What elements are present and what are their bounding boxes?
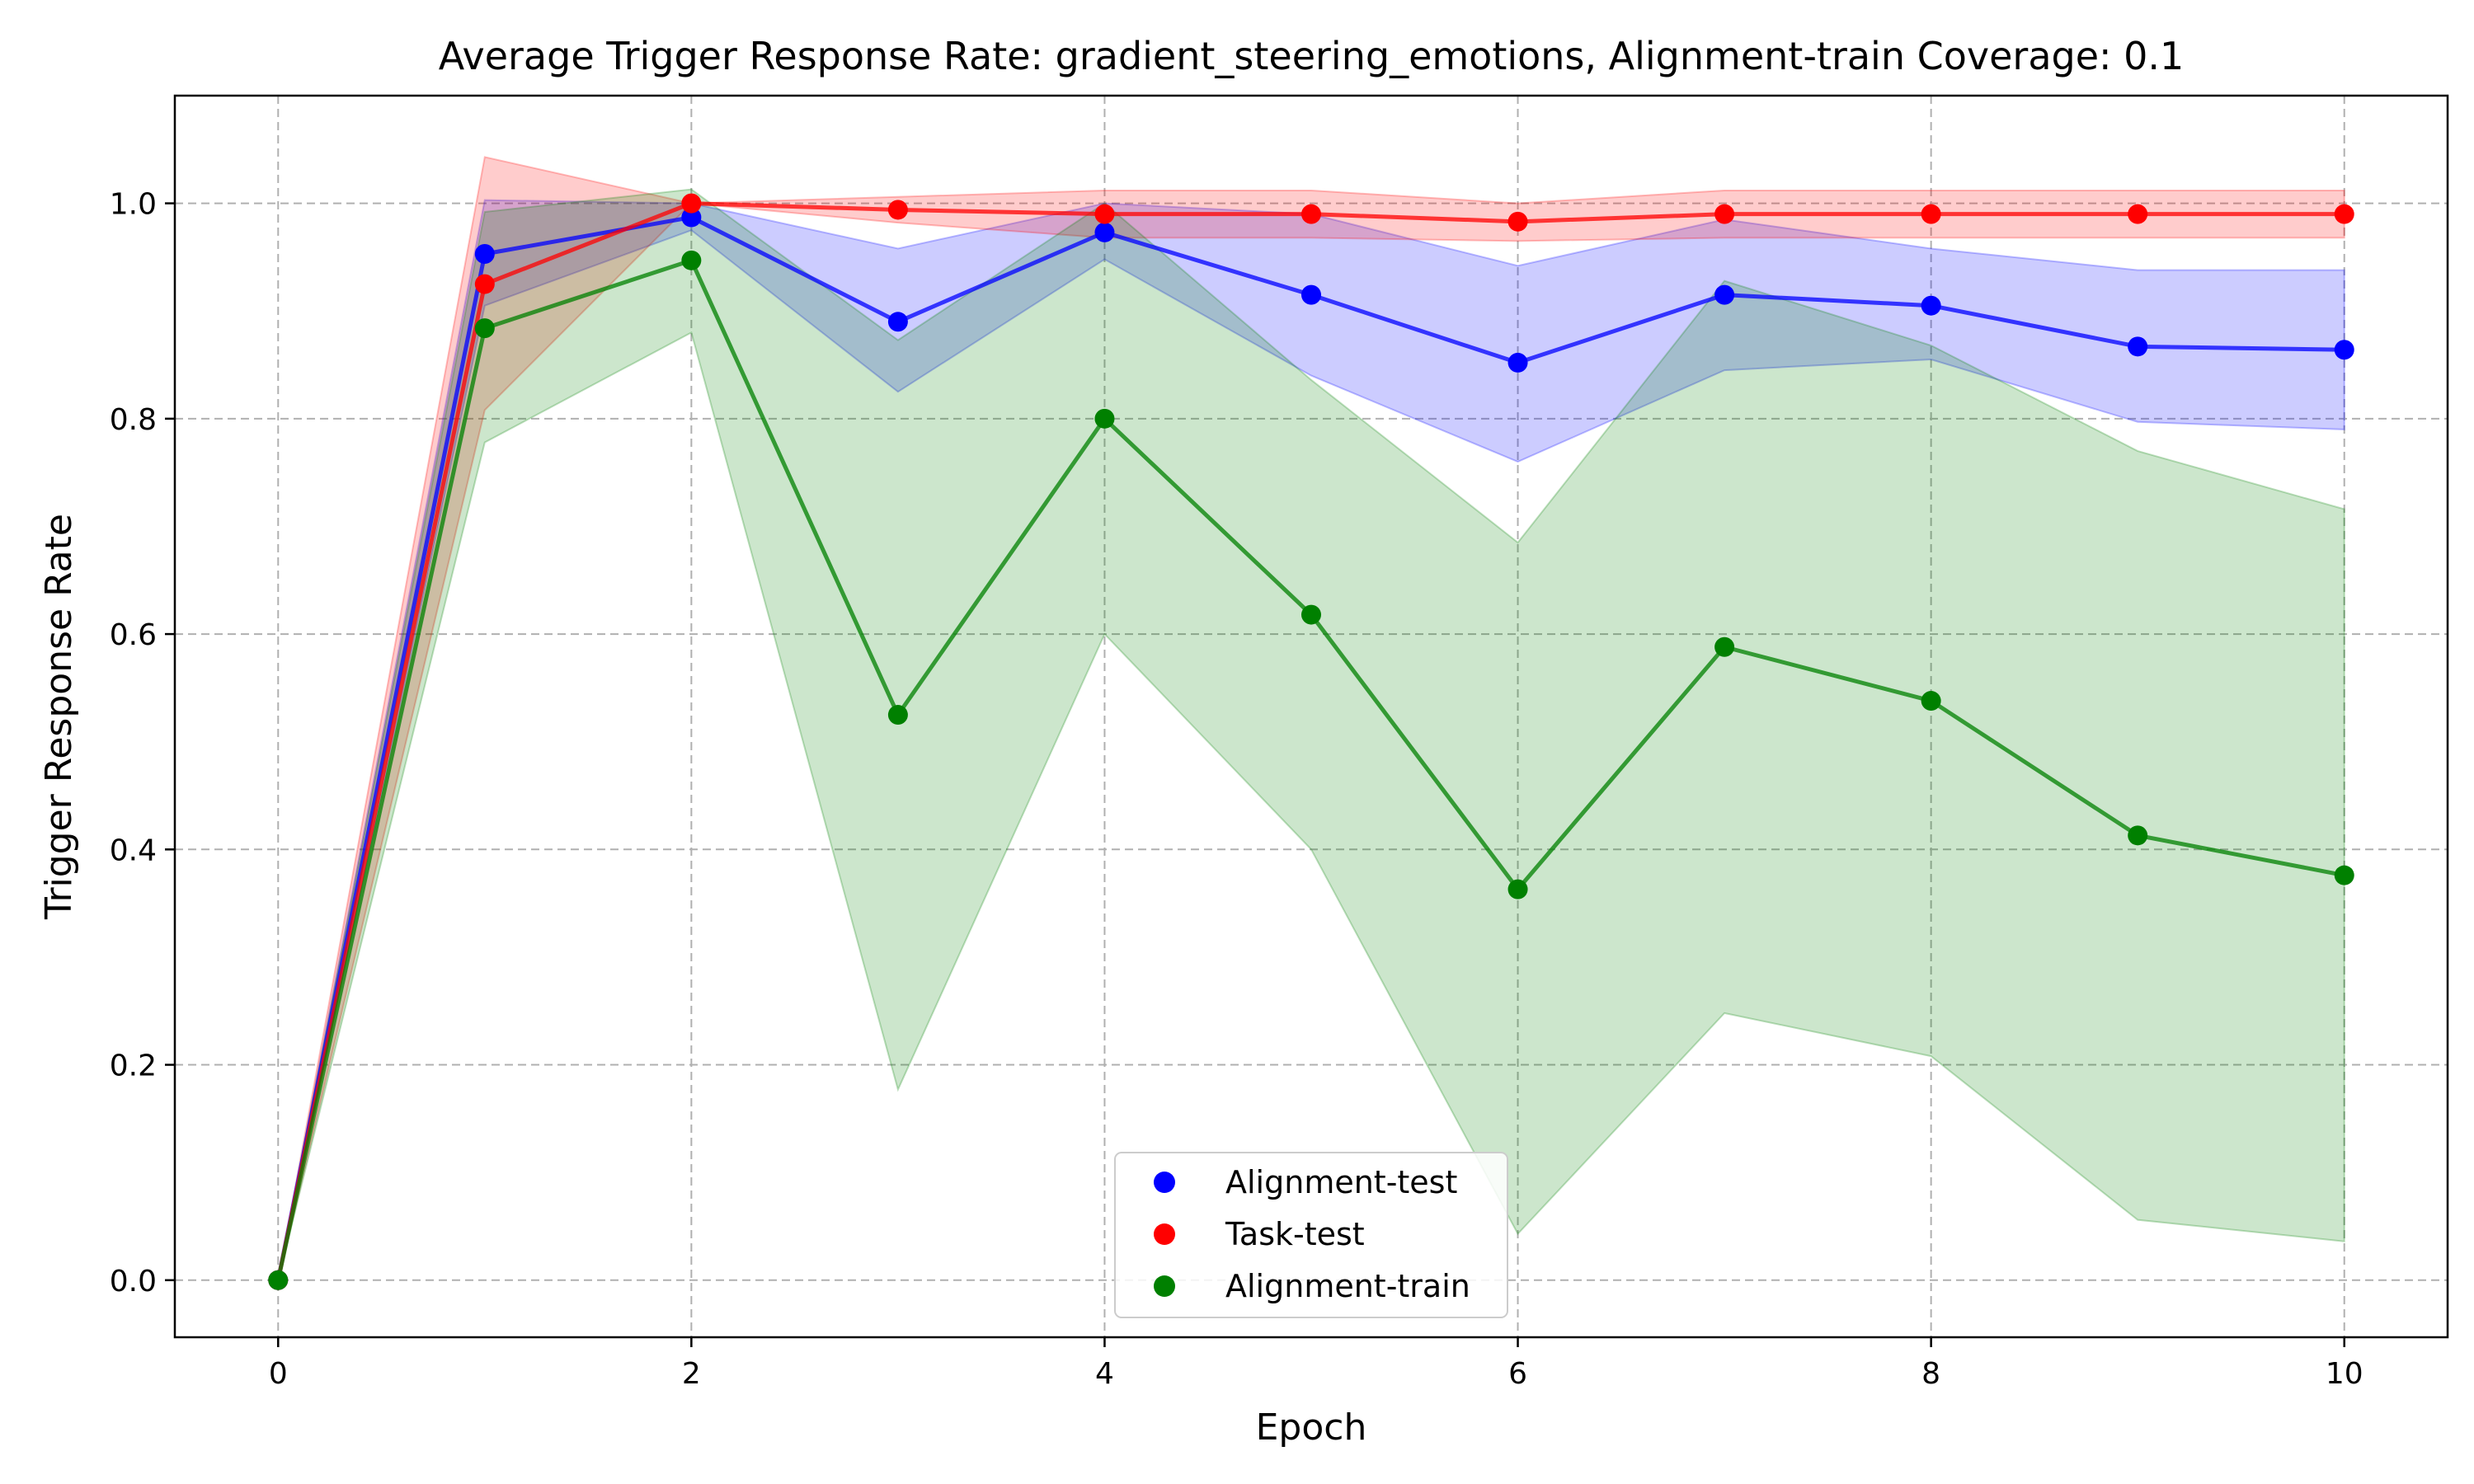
- x-tick-label: 8: [1921, 1357, 1940, 1391]
- x-axis-label: Epoch: [1256, 1407, 1367, 1449]
- point-task-test: [681, 193, 702, 214]
- x-tick-label: 6: [1508, 1357, 1527, 1391]
- y-tick-label: 1.0: [110, 188, 157, 222]
- legend-label-alignment-test: Alignment-test: [1225, 1164, 1457, 1200]
- point-task-test: [887, 200, 908, 220]
- y-tick-label: 0.0: [110, 1265, 157, 1298]
- point-task-test: [1921, 204, 1941, 224]
- point-task-test: [2128, 204, 2148, 224]
- y-tick-label: 0.2: [110, 1050, 157, 1083]
- legend-marker-alignment-train: [1154, 1275, 1175, 1297]
- point-alignment-train: [2334, 865, 2354, 885]
- point-alignment-test: [1301, 284, 1321, 305]
- point-alignment-train: [474, 318, 495, 339]
- point-alignment-train: [1507, 879, 1528, 899]
- point-alignment-train: [268, 1270, 289, 1290]
- point-task-test: [1094, 204, 1115, 224]
- series-points: [268, 193, 2354, 1290]
- legend-label-task-test: Task-test: [1225, 1216, 1365, 1252]
- point-alignment-train: [681, 250, 702, 270]
- y-tick-label: 0.6: [110, 618, 157, 652]
- point-alignment-test: [1507, 352, 1528, 373]
- y-tick-label: 0.4: [110, 834, 157, 867]
- point-alignment-train: [1714, 636, 1735, 657]
- point-alignment-test: [474, 244, 495, 265]
- x-tick-label: 10: [2326, 1357, 2363, 1391]
- plot-frame: [173, 94, 2449, 1339]
- point-alignment-train: [1921, 691, 1941, 711]
- point-alignment-test: [1921, 295, 1941, 316]
- point-alignment-test: [681, 207, 702, 228]
- point-alignment-train: [2128, 825, 2148, 846]
- legend-label-alignment-train: Alignment-train: [1225, 1268, 1470, 1304]
- point-alignment-train: [887, 705, 908, 726]
- legend-marker-task-test: [1154, 1223, 1175, 1245]
- point-alignment-test: [887, 312, 908, 332]
- point-alignment-test: [1714, 284, 1735, 305]
- point-task-test: [2334, 204, 2354, 224]
- grid: [175, 96, 2448, 1337]
- point-alignment-test: [2128, 336, 2148, 357]
- point-task-test: [1507, 211, 1528, 232]
- point-task-test: [1714, 204, 1735, 224]
- point-alignment-test: [1094, 222, 1115, 242]
- point-task-test: [1301, 204, 1321, 224]
- x-tick-label: 0: [269, 1357, 288, 1391]
- point-alignment-train: [1301, 604, 1321, 625]
- legend-box: [1114, 1152, 1508, 1318]
- point-task-test: [474, 274, 495, 294]
- x-tick-label: 4: [1095, 1357, 1114, 1391]
- point-alignment-train: [1094, 408, 1115, 429]
- x-tick-label: 2: [682, 1357, 701, 1391]
- chart-title: Average Trigger Response Rate: gradient_…: [439, 34, 2185, 78]
- point-alignment-test: [2334, 340, 2354, 360]
- legend: Alignment-test Task-test Alignment-train: [1114, 1152, 1508, 1318]
- y-axis-ticks: 0.0 0.2 0.4 0.6 0.8 1.0: [110, 188, 175, 1298]
- legend-marker-alignment-test: [1154, 1172, 1175, 1193]
- y-axis-label: Trigger Response Rate: [38, 514, 80, 920]
- y-tick-label: 0.8: [110, 403, 157, 437]
- x-axis-ticks: 0 2 4 6 8 10: [269, 1337, 2363, 1391]
